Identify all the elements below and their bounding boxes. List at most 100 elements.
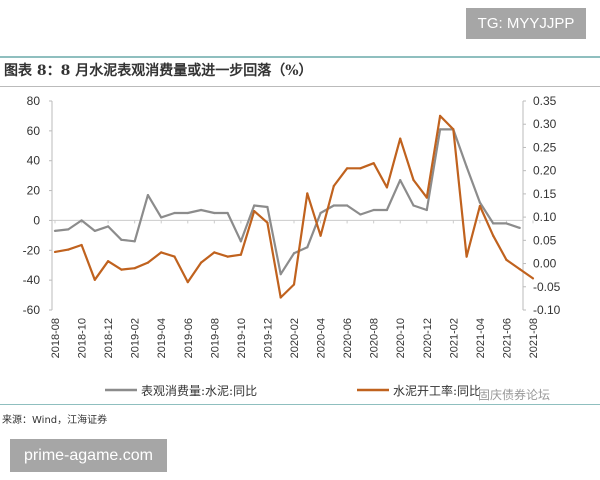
data-point-2 — [465, 255, 468, 258]
x-axis-tick-label: 2021-02 — [448, 318, 460, 358]
data-point-1 — [53, 229, 57, 232]
x-axis-tick-label: 2019-08 — [209, 318, 221, 358]
x-axis-tick-label: 2020-08 — [369, 318, 381, 358]
x-axis-tick-label: 2019-12 — [262, 318, 274, 358]
x-axis-tick-label: 2020-04 — [316, 318, 328, 358]
data-point-2 — [279, 296, 282, 299]
data-point-1 — [346, 204, 349, 207]
data-point-1 — [199, 208, 203, 212]
line-chart: 80 60 40 20 0 -20 -40 -60 0.35 0.30 0.25 0.20 0.15 0.… — [23, 94, 561, 398]
source-note: 来源：Wind，江海证券 — [2, 415, 108, 426]
data-point-1 — [492, 222, 495, 225]
data-point-1 — [478, 201, 481, 204]
x-axis-tick-label: 2020-06 — [342, 318, 354, 358]
data-point-1 — [213, 211, 216, 215]
data-point-1 — [239, 240, 242, 243]
data-point-2 — [266, 221, 269, 224]
chart-title: 图表 8：8 月水泥表观消费量或进一步回落（%） — [4, 63, 313, 79]
data-point-1 — [292, 252, 296, 255]
left-axis-tick-label: -40 — [23, 273, 41, 287]
data-point-2 — [306, 192, 309, 195]
right-axis-tick-label: 0.35 — [533, 94, 557, 108]
x-axis-tick-label: 2018-08 — [50, 318, 62, 358]
data-point-1 — [67, 228, 70, 231]
data-point-2 — [385, 186, 389, 189]
watermark-bottom: prime-agame.com — [10, 439, 167, 472]
data-point-1 — [385, 208, 389, 212]
data-point-1 — [465, 165, 468, 168]
data-point-2 — [292, 283, 296, 286]
data-point-1 — [160, 216, 163, 219]
left-axis-tick-label: 0 — [33, 213, 40, 227]
data-point-1 — [80, 219, 83, 222]
data-point-2 — [226, 255, 229, 258]
data-point-1 — [186, 211, 189, 215]
data-point-2 — [332, 184, 335, 188]
data-point-1 — [93, 229, 96, 232]
data-point-1 — [279, 273, 282, 276]
x-axis-tick-label: 2021-04 — [475, 318, 487, 358]
data-point-2 — [492, 234, 495, 237]
right-axis-tick-label: 0.25 — [533, 140, 557, 154]
data-point-2 — [412, 178, 415, 182]
left-axis-tick-label: 20 — [27, 184, 41, 198]
x-axis-tick-label: 2018-10 — [77, 318, 89, 358]
right-axis-tick-label: -0.10 — [533, 303, 561, 317]
data-point-2 — [120, 268, 123, 271]
data-point-2 — [438, 114, 442, 117]
data-point-1 — [107, 225, 110, 228]
data-point-2 — [53, 250, 57, 254]
data-point-1 — [146, 193, 150, 197]
data-point-1 — [505, 222, 508, 225]
data-point-1 — [266, 205, 269, 209]
data-point-1 — [425, 208, 428, 212]
data-point-2 — [173, 255, 176, 258]
left-axis-tick-label: -60 — [23, 303, 41, 317]
data-point-2 — [133, 267, 136, 270]
data-point-2 — [346, 167, 349, 170]
left-axis-tick-label: 80 — [27, 94, 41, 108]
data-point-1 — [399, 179, 402, 182]
data-point-2 — [359, 167, 362, 170]
data-point-1 — [319, 211, 322, 215]
data-point-2 — [160, 251, 163, 254]
brand-watermark: 固庆债券论坛 — [478, 388, 551, 402]
series-line-2 — [54, 114, 534, 299]
legend-label-2: 水泥开工率:同比 — [393, 383, 481, 398]
right-axis-tick-label: 0.20 — [533, 164, 557, 178]
data-point-1 — [372, 208, 375, 212]
data-point-2 — [319, 234, 322, 237]
data-point-1 — [518, 226, 521, 229]
left-axis-tick-label: 40 — [27, 154, 41, 168]
x-axis-tick-label: 2019-10 — [236, 318, 248, 358]
data-point-2 — [425, 196, 428, 199]
title-top-rule — [0, 56, 600, 58]
data-point-2 — [372, 162, 375, 165]
data-point-2 — [518, 268, 521, 271]
x-axis-tick-label: 2019-04 — [156, 318, 168, 358]
data-point-1 — [120, 238, 123, 241]
data-point-2 — [186, 281, 189, 284]
right-axis-tick-label: -0.05 — [533, 280, 561, 294]
data-point-1 — [226, 211, 229, 215]
data-point-2 — [253, 209, 256, 213]
right-axis-tick-label: 0.30 — [533, 117, 557, 131]
data-point-2 — [93, 278, 96, 281]
title-bottom-rule — [0, 86, 600, 87]
right-axis-tick-label: 0.15 — [533, 187, 557, 201]
data-point-2 — [67, 248, 70, 251]
x-axis-tick-label: 2018-12 — [103, 318, 115, 358]
series-line-1 — [54, 128, 521, 276]
data-point-2 — [107, 260, 110, 263]
data-point-1 — [253, 204, 256, 207]
right-axis-tick-label: 0.05 — [533, 233, 557, 247]
x-axis-tick-label: 2020-02 — [289, 318, 301, 358]
left-axis-tick-label: 60 — [27, 124, 41, 138]
data-point-2 — [239, 253, 242, 256]
watermark-top: TG: MYYJJPP — [466, 8, 586, 39]
right-axis-tick-label: 0.00 — [533, 257, 557, 271]
data-point-2 — [399, 137, 402, 140]
left-axis-tick-label: -20 — [23, 243, 41, 257]
legend-label-1: 表观消费量:水泥:同比 — [141, 384, 257, 398]
